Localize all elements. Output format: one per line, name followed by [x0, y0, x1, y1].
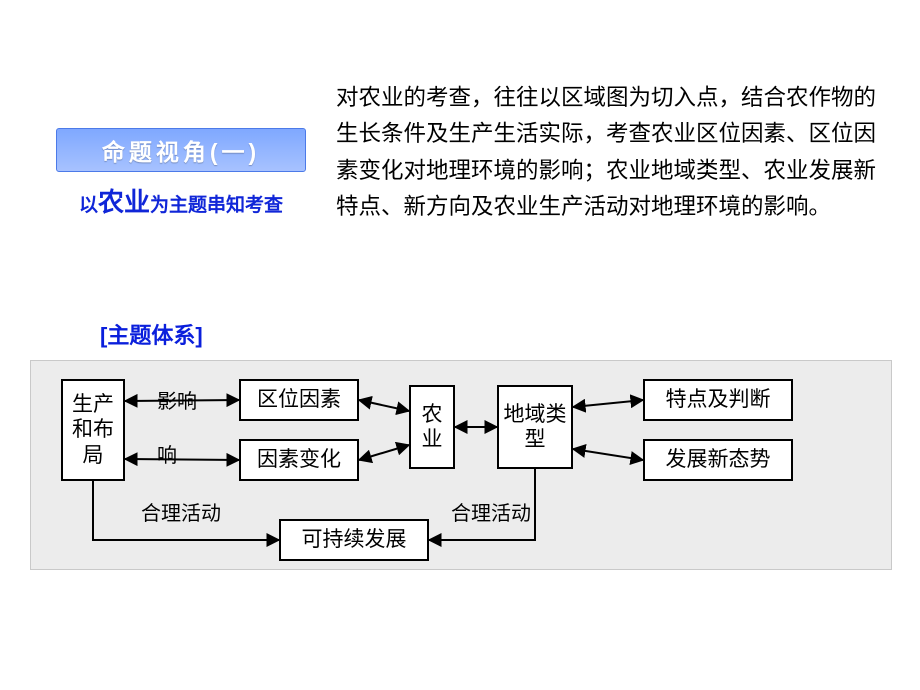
topic-badge: 命题视角(一) 以农业为主题串知考查 [56, 128, 306, 219]
edge-label-activity-right: 合理活动 [451, 497, 531, 526]
edge-label-influence-top: 影响 [157, 385, 197, 414]
node-features-judge: 特点及判断 [643, 379, 793, 421]
node-label: 发展新态势 [666, 447, 771, 472]
node-label: 可持续发展 [302, 527, 407, 552]
section-label: [主题体系] [100, 318, 203, 350]
badge-subtitle-main: 农业 [98, 188, 150, 217]
node-region-type: 地域类型 [497, 385, 573, 469]
node-production-layout: 生产和布局 [61, 379, 125, 481]
node-label: 区位因素 [257, 387, 341, 412]
topic-system-diagram: 生产和布局 区位因素 因素变化 农业 地域类型 特点及判断 发展新态势 可持续发… [30, 360, 892, 570]
node-new-trend: 发展新态势 [643, 439, 793, 481]
intro-paragraph: 对农业的考查，往往以区域图为切入点，结合农作物的生长条件及生产生活实际，考查农业… [336, 80, 876, 226]
node-factor-change: 因素变化 [239, 439, 359, 481]
badge-title: 命题视角(一) [56, 128, 306, 172]
node-location-factor: 区位因素 [239, 379, 359, 421]
badge-subtitle-suffix: 为主题串知考查 [150, 195, 283, 216]
node-label: 地域类型 [503, 402, 567, 452]
node-label: 农业 [415, 402, 449, 452]
badge-subtitle-prefix: 以 [79, 195, 98, 216]
node-label: 特点及判断 [666, 387, 771, 412]
badge-subtitle: 以农业为主题串知考查 [56, 182, 306, 219]
page: 命题视角(一) 以农业为主题串知考查 对农业的考查，往往以区域图为切入点，结合农… [0, 0, 920, 690]
node-label: 因素变化 [257, 447, 341, 472]
edge-label-activity-left: 合理活动 [141, 497, 221, 526]
node-label: 生产和布局 [67, 392, 119, 468]
edge-label-influence-bottom: 响 [157, 439, 177, 468]
node-agriculture: 农业 [409, 385, 455, 469]
node-sustainable: 可持续发展 [279, 519, 429, 561]
